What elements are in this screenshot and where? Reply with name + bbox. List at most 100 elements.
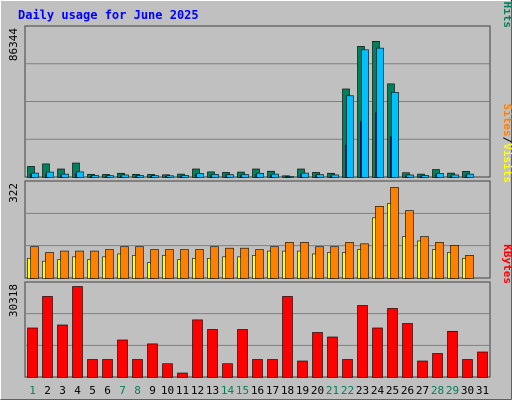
kbytes-bar — [342, 359, 353, 378]
kbytes-bar — [237, 329, 248, 378]
visits-bar — [75, 250, 84, 279]
pages-bar — [31, 172, 39, 178]
pages-bar — [61, 173, 69, 178]
pages-bar — [121, 174, 129, 178]
visits-bar — [465, 255, 474, 279]
pages-bar — [76, 171, 84, 178]
day-label: 30 — [461, 384, 474, 397]
pages-bar — [46, 171, 54, 178]
day-label: 5 — [89, 384, 96, 397]
pages-bar — [361, 49, 369, 178]
day-label: 14 — [221, 384, 235, 397]
day-label: 28 — [431, 384, 444, 397]
visits-bar — [135, 246, 144, 279]
pages-bar — [271, 173, 279, 178]
kbytes-bar — [252, 359, 263, 378]
day-label: 9 — [149, 384, 156, 397]
kbytes-ymax-label: 30318 — [7, 284, 20, 317]
day-label: 3 — [59, 384, 66, 397]
visits-bar — [300, 242, 309, 279]
visits-bar — [405, 210, 414, 279]
day-label: 13 — [206, 384, 219, 397]
day-label: 1 — [29, 384, 36, 397]
kbytes-legend-entry: KBytes — [501, 244, 512, 284]
day-label: 20 — [311, 384, 324, 397]
day-label: 10 — [161, 384, 174, 397]
visits-bar — [375, 205, 384, 279]
pages-bar — [241, 174, 249, 178]
visits-legend: Sites/Visits — [501, 104, 512, 184]
pages-bar — [211, 174, 219, 178]
kbytes-bar — [87, 359, 98, 378]
visits-bar — [105, 249, 114, 279]
day-label: 31 — [476, 384, 489, 397]
hits-ymax-label: 86344 — [7, 28, 20, 61]
visits-bar — [195, 249, 204, 279]
pages-bar — [106, 175, 114, 178]
visits-bar — [255, 249, 264, 279]
pages-bar — [406, 174, 414, 178]
kbytes-bar — [387, 308, 398, 378]
pages-bar — [436, 173, 444, 178]
hits-legend-entry: Hits — [501, 2, 512, 29]
visits-bar — [390, 187, 399, 279]
pages-bar — [286, 176, 294, 178]
kbytes-bar — [147, 343, 158, 378]
visits-bar — [285, 242, 294, 279]
kbytes-bar — [312, 332, 323, 378]
visits-bar — [30, 246, 39, 279]
visits-bar — [240, 247, 249, 279]
kbytes-bar — [372, 327, 383, 378]
visits-bar — [180, 249, 189, 279]
visits-bar — [435, 242, 444, 279]
pages-bar — [421, 175, 429, 178]
pages-bar — [391, 92, 399, 178]
day-label: 2 — [44, 384, 51, 397]
kbytes-bar — [132, 359, 143, 378]
visits-legend-entry: Visits — [501, 143, 512, 183]
kbytes-bar — [447, 330, 458, 378]
day-label: 11 — [176, 384, 189, 397]
kbytes-bar — [102, 359, 113, 378]
pages-bar — [91, 175, 99, 178]
pages-bar — [451, 174, 459, 178]
visits-bar — [165, 249, 174, 279]
kbytes-bar — [477, 351, 488, 378]
visits-bar — [270, 246, 279, 279]
day-label: 23 — [356, 384, 369, 397]
day-label: 4 — [74, 384, 81, 397]
hits-legend-entry: / — [501, 0, 512, 2]
visits-bar — [150, 249, 159, 279]
visits-bar — [330, 246, 339, 279]
kbytes-bar — [177, 372, 188, 378]
pages-bar — [256, 172, 264, 178]
kbytes-bar — [222, 363, 233, 378]
pages-bar — [151, 175, 159, 178]
chart-title: Daily usage for June 2025 — [18, 8, 199, 22]
day-label: 7 — [119, 384, 126, 397]
day-label: 6 — [104, 384, 111, 397]
visits-bar — [45, 252, 54, 279]
visits-bar — [120, 246, 129, 279]
kbytes-bar — [57, 324, 68, 378]
kbytes-bar — [42, 296, 53, 378]
kbytes-bar — [402, 323, 413, 378]
visits-bar — [225, 247, 234, 279]
kbytes-bar — [432, 353, 443, 378]
kbytes-bar — [117, 339, 128, 378]
pages-bar — [181, 175, 189, 178]
kbytes-bar — [462, 359, 473, 378]
kbytes-bar — [357, 305, 368, 378]
pages-bar — [331, 174, 339, 178]
day-label: 22 — [341, 384, 354, 397]
kbytes-bar — [297, 360, 308, 378]
kbytes-bar — [267, 359, 278, 378]
kbytes-legend: KBytes — [501, 244, 512, 284]
visits-ymax-label: 322 — [7, 183, 20, 203]
day-label: 26 — [401, 384, 414, 397]
visits-bar — [90, 250, 99, 279]
visits-bar — [210, 246, 219, 279]
day-label: 15 — [236, 384, 249, 397]
visits-legend-entry: / — [501, 137, 512, 144]
